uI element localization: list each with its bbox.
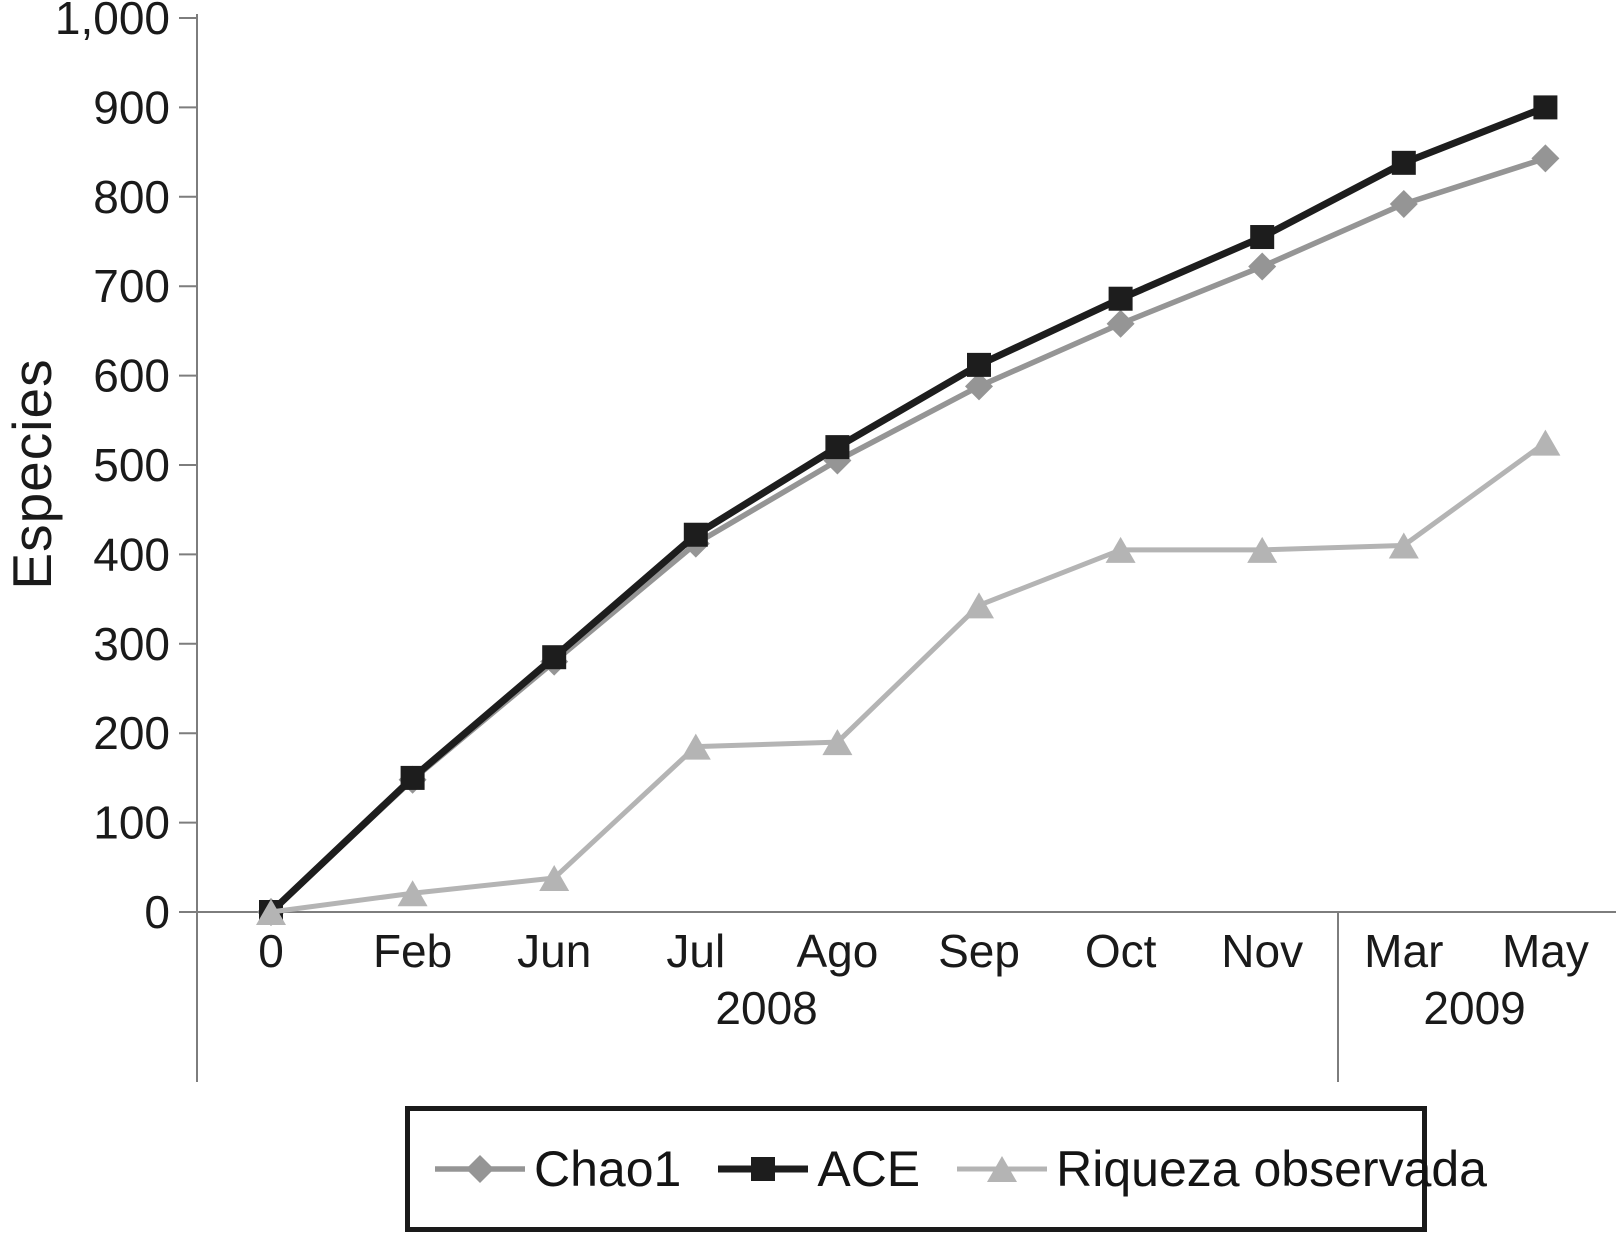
y-tick-label: 200 bbox=[93, 707, 170, 759]
series-riqueza-observada-marker bbox=[822, 729, 853, 756]
series-ace-marker bbox=[967, 352, 991, 377]
x-tick-label: Sep bbox=[938, 925, 1020, 977]
x-tick-label: Ago bbox=[796, 925, 878, 977]
x-tick-label: Oct bbox=[1085, 925, 1157, 977]
legend-label-ace: ACE bbox=[817, 1141, 921, 1197]
triangle-marker-icon bbox=[957, 1156, 1048, 1182]
legend-label-chao1: Chao1 bbox=[534, 1141, 682, 1197]
series-riqueza-observada-marker bbox=[539, 865, 570, 892]
legend-label-riqueza: Riqueza observada bbox=[1056, 1141, 1487, 1197]
x-tick-label: Nov bbox=[1221, 925, 1303, 977]
series-ace-marker bbox=[825, 435, 850, 460]
series-ace-marker bbox=[1250, 225, 1275, 250]
y-tick-label: 500 bbox=[93, 439, 170, 491]
series-riqueza-observada-line bbox=[270, 440, 1547, 915]
x-tick-label: Feb bbox=[373, 925, 452, 977]
series-riqueza-observada-marker bbox=[1105, 536, 1136, 563]
series-riqueza-observada-marker bbox=[397, 880, 428, 907]
series-ace-marker bbox=[1391, 150, 1416, 175]
series-ace-marker bbox=[1533, 95, 1558, 120]
series-ace-marker bbox=[542, 645, 567, 670]
x-tick-label: Jul bbox=[666, 925, 725, 977]
series-chao1 bbox=[257, 144, 1560, 926]
y-tick-label: 100 bbox=[93, 797, 170, 849]
y-axis-title: Especies bbox=[1, 358, 63, 590]
series-chao1-marker bbox=[1531, 144, 1560, 173]
series-ace bbox=[259, 95, 1558, 924]
y-tick-label: 800 bbox=[93, 171, 170, 223]
series-chao1-marker bbox=[1389, 189, 1418, 218]
series-ace-marker bbox=[400, 765, 425, 790]
series-riqueza-observada-marker bbox=[1247, 536, 1278, 563]
series-riqueza-observada bbox=[256, 429, 1561, 925]
square-marker-icon bbox=[718, 1157, 809, 1181]
y-tick-label: 400 bbox=[93, 528, 170, 580]
year-label: 2009 bbox=[1423, 982, 1525, 1034]
year-label: 2008 bbox=[715, 982, 817, 1034]
y-tick-label: 900 bbox=[93, 81, 170, 133]
series-ace-marker bbox=[1108, 286, 1133, 311]
series-ace-marker bbox=[683, 522, 708, 547]
series-chao1-marker bbox=[965, 372, 993, 401]
series-riqueza-observada-marker bbox=[964, 592, 994, 619]
x-tick-label: 0 bbox=[258, 925, 284, 977]
series-riqueza-observada-marker bbox=[1388, 532, 1419, 559]
y-tick-label: 300 bbox=[93, 618, 170, 670]
legend-marker bbox=[987, 1156, 1018, 1182]
x-tick-label: Jun bbox=[517, 925, 591, 977]
series-ace-line bbox=[268, 104, 1547, 915]
legend-item-chao1: Chao1 bbox=[432, 1140, 681, 1198]
legend-item-riqueza: Riqueza observada bbox=[954, 1140, 1487, 1198]
legend-item-ace: ACE bbox=[715, 1140, 920, 1198]
diamond-marker-icon bbox=[435, 1155, 525, 1183]
chart-legend: Chao1 ACE Riqueza observada bbox=[405, 1106, 1487, 1232]
y-tick-label: 0 bbox=[144, 886, 170, 938]
y-tick-label: 1,000 bbox=[55, 0, 170, 44]
series-chao1-marker bbox=[1106, 309, 1135, 338]
legend-marker bbox=[466, 1155, 494, 1183]
series-chao1-marker bbox=[1248, 252, 1277, 281]
x-tick-label: Mar bbox=[1364, 925, 1443, 977]
series-chao1-line bbox=[269, 155, 1547, 915]
legend-marker bbox=[751, 1157, 776, 1181]
series-riqueza-observada-marker bbox=[256, 899, 286, 925]
x-tick-label: May bbox=[1502, 925, 1589, 977]
series-riqueza-observada-marker bbox=[1530, 429, 1561, 456]
y-tick-label: 700 bbox=[93, 260, 170, 312]
y-tick-label: 600 bbox=[93, 350, 170, 402]
series-riqueza-observada-marker bbox=[680, 733, 711, 760]
